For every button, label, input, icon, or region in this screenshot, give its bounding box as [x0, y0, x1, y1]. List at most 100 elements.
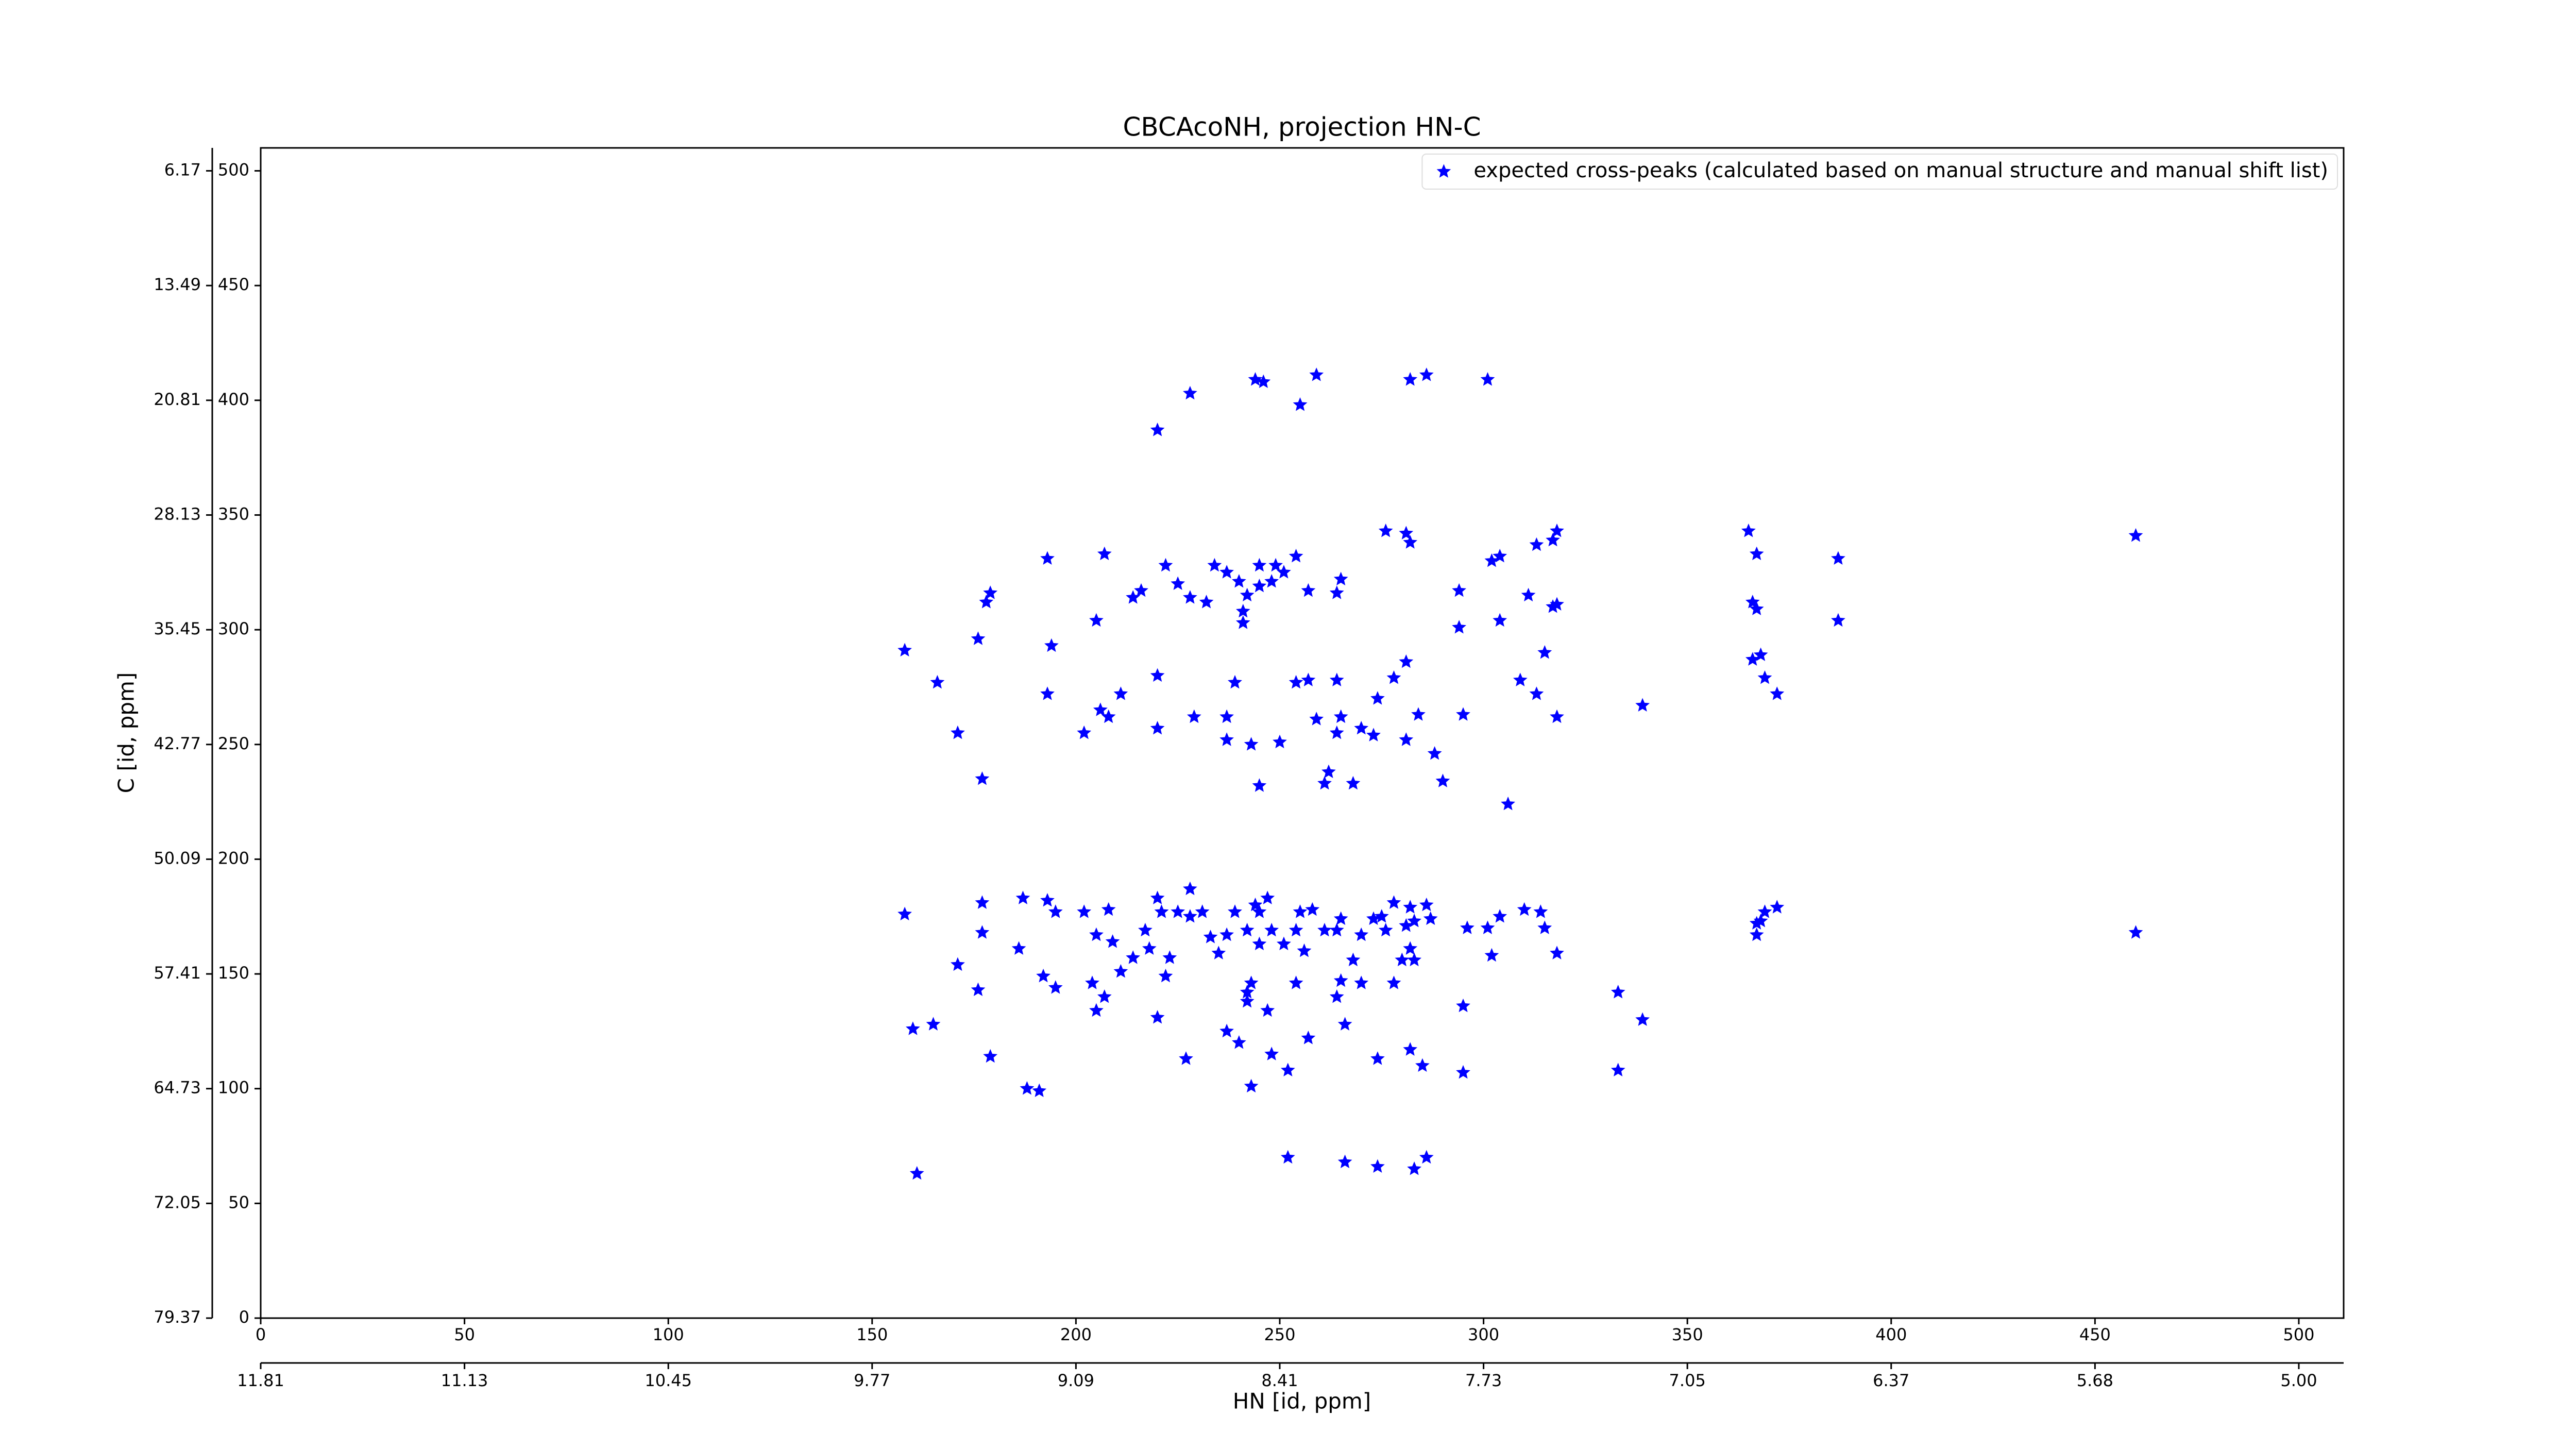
cross-peak: [1386, 895, 1401, 909]
x-tick-label: 350: [1672, 1325, 1703, 1344]
cross-peak: [1228, 904, 1242, 918]
cross-peak: [1248, 372, 1263, 386]
cross-peak: [1020, 1081, 1035, 1095]
cross-peak: [1264, 1047, 1279, 1060]
cross-peak: [1419, 1150, 1434, 1164]
cross-peak: [1529, 686, 1544, 700]
cross-peak: [1399, 732, 1414, 746]
cross-peak: [1346, 776, 1361, 790]
cross-peak: [1301, 1031, 1316, 1044]
cross-peak: [1423, 911, 1438, 925]
x2-tick-label: 6.37: [1873, 1371, 1909, 1390]
cross-peak: [1456, 707, 1470, 721]
cross-peak: [1293, 904, 1308, 918]
x-tick-label: 100: [653, 1325, 684, 1344]
y-tick-label: 400: [218, 390, 249, 409]
cross-peak: [1415, 1058, 1430, 1072]
cross-peak: [1244, 1079, 1259, 1093]
legend-label: expected cross-peaks (calculated based o…: [1473, 159, 2328, 182]
cross-peak: [1228, 675, 1242, 689]
cross-peak: [1113, 686, 1128, 700]
y-tick-label: 100: [218, 1078, 249, 1098]
cross-peak: [1395, 952, 1410, 967]
cross-peak: [1452, 620, 1466, 634]
cross-peak: [1207, 558, 1222, 572]
cross-peak: [1753, 647, 1768, 661]
cross-peak: [1611, 1063, 1625, 1076]
cross-peak: [1317, 922, 1332, 937]
cross-peak: [1040, 551, 1055, 565]
cross-peak: [1219, 1023, 1234, 1038]
chart-title: CBCAcoNH, projection HN-C: [1123, 112, 1481, 142]
cross-peak: [1493, 613, 1507, 627]
cross-peak: [1101, 709, 1116, 723]
y-tick-label: 0: [239, 1307, 249, 1327]
cross-peak: [1329, 922, 1344, 937]
cross-peak: [1150, 668, 1165, 682]
cross-peak: [1289, 975, 1303, 989]
legend: expected cross-peaks (calculated based o…: [1421, 154, 2338, 190]
cross-peak: [1321, 764, 1336, 779]
cross-peak: [1333, 571, 1348, 586]
y-tick-label: 350: [218, 504, 249, 524]
cross-peak: [1757, 904, 1772, 918]
cross-peak: [1171, 576, 1185, 590]
cross-peak: [1138, 922, 1153, 937]
cross-peak: [1427, 746, 1442, 760]
cross-peak: [1232, 574, 1246, 588]
cross-peak: [1154, 904, 1169, 918]
cross-peak: [1240, 587, 1255, 602]
y-tick-label: 450: [218, 275, 249, 294]
x-tick-label: 150: [856, 1325, 888, 1344]
cross-peak: [906, 1021, 920, 1035]
cross-peak: [1399, 918, 1414, 932]
cross-peak: [975, 771, 990, 785]
cross-peak: [1386, 670, 1401, 684]
cross-peak: [1126, 590, 1141, 604]
cross-peak: [1329, 989, 1344, 1003]
cross-peak: [1203, 930, 1218, 943]
cross-peak: [1305, 902, 1320, 916]
cross-peak: [1085, 975, 1099, 989]
cross-peak: [2128, 925, 2143, 939]
cross-peak: [1403, 372, 1418, 386]
cross-peak: [1366, 728, 1381, 742]
x2-tick-label: 11.13: [441, 1371, 488, 1390]
cross-peak: [1158, 968, 1173, 983]
cross-peak: [1089, 1003, 1104, 1017]
cross-peak: [1150, 1010, 1165, 1024]
cross-peak: [1611, 985, 1625, 999]
cross-peak: [1289, 675, 1303, 689]
cross-peak: [1264, 574, 1279, 588]
cross-peak: [1293, 397, 1308, 411]
legend-box: [1421, 154, 2338, 190]
cross-peak: [1370, 1051, 1385, 1065]
cross-peak: [1550, 523, 1564, 537]
cross-peak: [1403, 941, 1418, 955]
y2-tick-label: 28.13: [154, 504, 201, 524]
y2-tick-label: 64.73: [154, 1078, 201, 1098]
cross-peak: [1162, 950, 1177, 964]
cross-peak: [1403, 1042, 1418, 1056]
cross-peak: [1183, 590, 1197, 604]
y2-tick-label: 79.37: [154, 1307, 201, 1327]
cross-peak: [1142, 941, 1157, 955]
cross-peak: [1753, 913, 1768, 928]
y-tick-label: 500: [218, 160, 249, 180]
x2-tick-label: 7.73: [1465, 1371, 1502, 1390]
cross-peak: [1011, 941, 1026, 955]
cross-peak: [1529, 537, 1544, 551]
y2-tick-label: 6.17: [164, 160, 201, 180]
cross-peak: [1378, 523, 1393, 537]
cross-peak: [1048, 904, 1063, 918]
cross-peak: [1749, 601, 1764, 615]
cross-peak: [1244, 737, 1259, 751]
cross-peak: [1749, 546, 1764, 561]
cross-peak: [1635, 1012, 1650, 1026]
plot-area: [260, 147, 2345, 1319]
y-tick-label: 250: [218, 734, 249, 753]
cross-peak: [1219, 927, 1234, 941]
cross-peak: [1277, 936, 1291, 951]
cross-peak: [1757, 670, 1772, 684]
